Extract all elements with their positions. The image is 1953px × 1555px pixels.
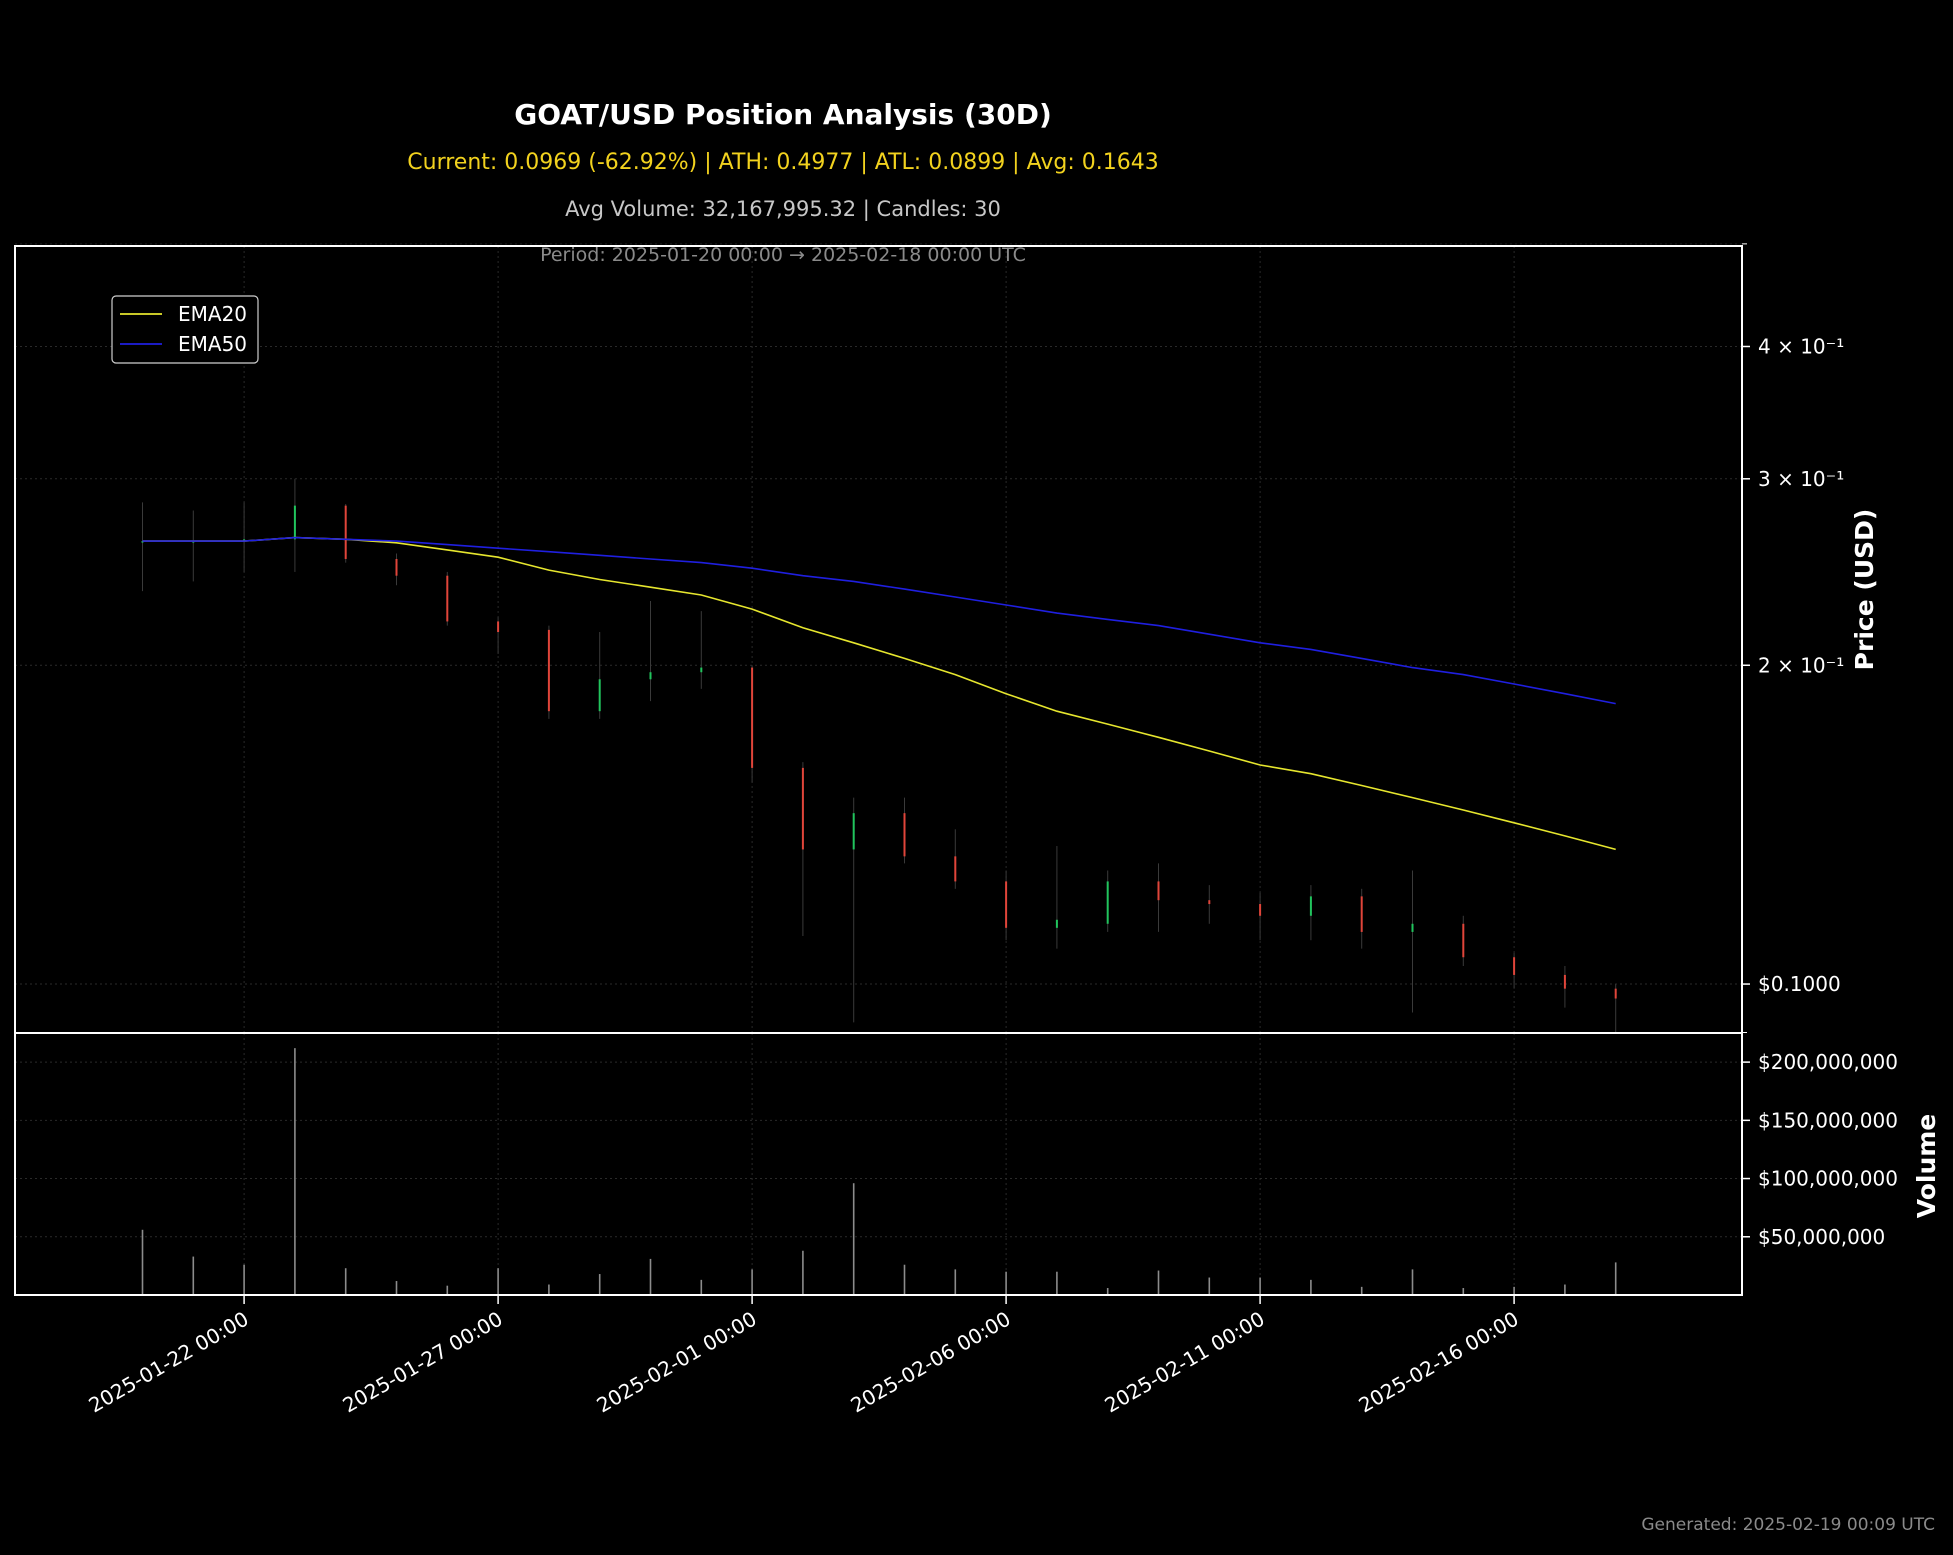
period-range: Period: 2025-01-20 00:00 → 2025-02-18 00… <box>540 244 1026 266</box>
volume-bar <box>497 1268 499 1295</box>
volume-bar <box>243 1264 245 1295</box>
volume-bar <box>1614 1262 1617 1295</box>
price-y-tick-label: 2 × 10⁻¹ <box>1758 653 1844 677</box>
candle-body <box>1563 974 1566 989</box>
candle-body <box>598 679 601 712</box>
candle-body <box>497 621 500 633</box>
price-y-tick-label: 3 × 10⁻¹ <box>1758 467 1844 491</box>
candle-body <box>547 629 550 712</box>
volume-bar <box>1106 1288 1109 1295</box>
generated-timestamp: Generated: 2025-02-19 00:09 UTC <box>1641 1515 1935 1535</box>
candle-body <box>1005 881 1008 928</box>
candle-body <box>852 813 855 850</box>
candle-body <box>344 505 347 559</box>
volume-y-tick-label: $200,000,000 <box>1758 1050 1898 1074</box>
volume-bar <box>1056 1271 1058 1295</box>
volume-bar <box>294 1048 296 1295</box>
volume-bar <box>548 1284 550 1295</box>
volume-bar <box>1462 1288 1465 1295</box>
volume-summary: Avg Volume: 32,167,995.32 | Candles: 30 <box>565 197 1001 221</box>
volume-bar <box>1513 1286 1515 1295</box>
volume-bar <box>192 1256 195 1295</box>
x-tick-label: 2025-02-11 00:00 <box>1101 1307 1269 1418</box>
volume-y-tick-label: $50,000,000 <box>1758 1225 1885 1249</box>
volume-bar <box>700 1279 703 1295</box>
x-tick-label: 2025-02-16 00:00 <box>1355 1307 1523 1418</box>
x-tick-label: 2025-01-22 00:00 <box>85 1307 253 1418</box>
candle-body <box>1106 881 1109 924</box>
x-axis: 2025-01-22 00:00 2025-01-27 00:00 2025-02-… <box>85 1295 1523 1417</box>
x-tick-label: 2025-02-06 00:00 <box>847 1307 1015 1418</box>
candle-body <box>903 813 906 857</box>
volume-bar <box>1157 1270 1160 1295</box>
candle-body <box>1411 923 1414 932</box>
candle-body <box>1513 957 1516 975</box>
legend: EMA20 EMA50 <box>111 295 259 364</box>
candle-body <box>801 767 804 850</box>
ema20-line <box>142 536 1616 851</box>
x-tick-label: 2025-01-27 00:00 <box>339 1307 507 1418</box>
price-panel-frame <box>14 245 1743 1034</box>
candle-body <box>1259 904 1262 916</box>
legend-label-ema50: EMA50 <box>178 332 247 356</box>
candle-body <box>395 558 398 576</box>
candle-body <box>751 667 754 768</box>
volume-bar <box>344 1268 347 1295</box>
volume-y-tick-label: $100,000,000 <box>1758 1167 1898 1191</box>
price-y-tick-label: $0.1000 <box>1758 972 1841 996</box>
legend-label-ema20: EMA20 <box>178 302 247 326</box>
candle-body <box>1208 900 1211 905</box>
candle-body <box>700 667 703 673</box>
candle-body <box>243 539 246 542</box>
volume-bar <box>649 1258 652 1295</box>
volume-bar <box>1360 1286 1363 1295</box>
candle-body <box>954 856 957 882</box>
volume-bar <box>141 1229 144 1295</box>
candle-body <box>1614 988 1617 999</box>
volume-bar <box>1564 1284 1566 1295</box>
legend-box <box>111 295 259 364</box>
volume-bar <box>802 1250 804 1295</box>
volume-bar <box>1005 1271 1007 1295</box>
ema50-line <box>142 536 1616 705</box>
price-y-axis-label: Price (USD) <box>1850 509 1879 671</box>
volume-panel-frame <box>14 1032 1743 1296</box>
candle-body <box>1462 923 1465 958</box>
volume-panel: $200,000,000 $150,000,000 $100,000,000 $50,… <box>14 1032 1941 1296</box>
volume-bar <box>395 1281 398 1295</box>
volume-bar <box>852 1183 855 1295</box>
price-summary: Current: 0.0969 (-62.92%) | ATH: 0.4977 … <box>407 150 1159 175</box>
candle-body <box>649 672 652 680</box>
volume-bar <box>751 1269 753 1295</box>
candle-body <box>1360 896 1363 932</box>
volume-bar <box>1310 1279 1312 1295</box>
volume-bar <box>903 1264 906 1295</box>
volume-bar <box>1411 1269 1414 1295</box>
volume-bar <box>598 1274 601 1295</box>
volume-bar <box>446 1285 449 1295</box>
candle-body <box>293 505 296 540</box>
volume-bar <box>954 1269 957 1295</box>
chart-title: GOAT/USD Position Analysis (30D) <box>514 98 1052 131</box>
candle-body <box>446 575 449 622</box>
price-y-tick-label: 4 × 10⁻¹ <box>1758 334 1844 358</box>
volume-y-tick-label: $150,000,000 <box>1758 1108 1898 1132</box>
candle-body <box>1309 896 1312 916</box>
x-tick-label: 2025-02-01 00:00 <box>593 1307 761 1418</box>
candle-body <box>1157 881 1160 901</box>
volume-bar <box>1208 1277 1211 1295</box>
volume-y-axis-label: Volume <box>1912 1114 1941 1219</box>
candle-body <box>1055 919 1058 928</box>
volume-bar <box>1259 1277 1261 1295</box>
price-panel: 4 × 10⁻¹ 3 × 10⁻¹ 2 × 10⁻¹ $0.1000 EMA20 EMA5… <box>14 243 1879 1034</box>
